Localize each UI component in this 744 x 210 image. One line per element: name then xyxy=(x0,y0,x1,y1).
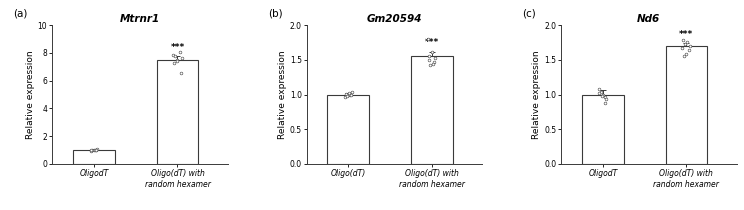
Point xyxy=(346,91,358,94)
Point xyxy=(429,60,440,64)
Point xyxy=(174,51,186,54)
Point xyxy=(176,56,187,59)
Point xyxy=(341,93,353,97)
Point xyxy=(423,58,434,62)
Point xyxy=(92,148,103,151)
Bar xyxy=(411,56,453,164)
Point xyxy=(340,92,352,96)
Point xyxy=(91,148,103,152)
Bar xyxy=(666,46,708,164)
Point xyxy=(596,94,608,98)
Point xyxy=(595,90,607,93)
Bar xyxy=(73,150,115,164)
Point xyxy=(682,40,693,43)
Point xyxy=(599,95,611,98)
Point xyxy=(167,53,179,57)
Text: (c): (c) xyxy=(522,9,536,18)
Point xyxy=(684,44,696,48)
Point xyxy=(600,98,612,101)
Point xyxy=(171,58,183,62)
Text: ***: *** xyxy=(170,43,185,52)
Point xyxy=(344,93,356,96)
Point xyxy=(345,93,357,96)
Text: ***: *** xyxy=(679,30,693,39)
Point xyxy=(679,42,690,46)
Point xyxy=(339,95,351,98)
Point xyxy=(89,148,100,151)
Title: Mtrnr1: Mtrnr1 xyxy=(120,14,160,24)
Point xyxy=(168,61,180,64)
Y-axis label: Relative expression: Relative expression xyxy=(26,50,35,139)
Point xyxy=(683,49,695,52)
Point xyxy=(678,55,690,58)
Point xyxy=(86,148,97,152)
Y-axis label: Relative expression: Relative expression xyxy=(278,50,286,139)
Point xyxy=(169,55,181,58)
Point xyxy=(86,148,98,151)
Point xyxy=(600,101,612,105)
Bar xyxy=(582,94,623,164)
Title: Nd6: Nd6 xyxy=(637,14,661,24)
Text: (b): (b) xyxy=(268,9,283,18)
Point xyxy=(429,56,441,59)
Title: Gm20594: Gm20594 xyxy=(367,14,422,24)
Point xyxy=(341,94,353,98)
Point xyxy=(426,50,438,53)
Text: ***: *** xyxy=(425,38,439,47)
Point xyxy=(594,91,606,95)
Point xyxy=(422,37,434,41)
Point xyxy=(170,59,182,62)
Point xyxy=(427,62,439,66)
Point xyxy=(88,149,100,152)
Point xyxy=(175,71,187,75)
Y-axis label: Relative expression: Relative expression xyxy=(532,50,542,139)
Point xyxy=(89,148,101,152)
Point xyxy=(423,54,435,57)
Point xyxy=(593,87,605,91)
Point xyxy=(677,39,689,42)
Point xyxy=(597,93,609,96)
Point xyxy=(343,91,355,95)
Point xyxy=(424,64,436,67)
Bar xyxy=(327,94,369,164)
Point xyxy=(85,149,97,153)
Bar xyxy=(156,60,199,164)
Text: (a): (a) xyxy=(13,9,28,18)
Point xyxy=(681,53,693,56)
Point xyxy=(676,46,688,50)
